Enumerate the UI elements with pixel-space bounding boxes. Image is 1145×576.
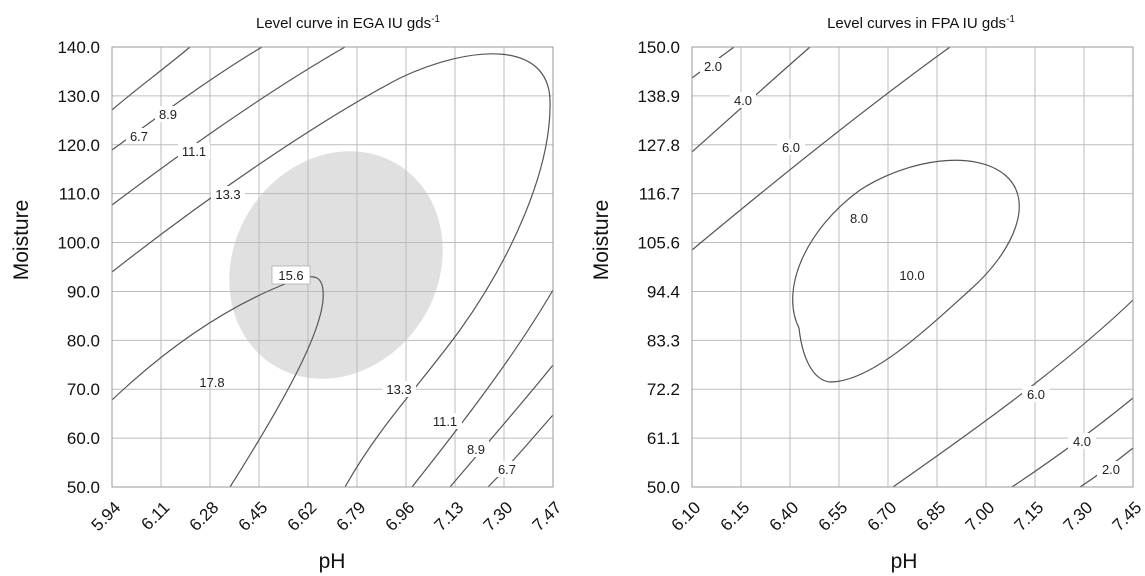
ega-contour-11.1-upper bbox=[111, 46, 346, 206]
fpa-label-6.0-upper: 6.0 bbox=[782, 140, 800, 155]
ega-x-tick-label: 6.96 bbox=[382, 498, 419, 535]
ega-x-tick-label: 5.94 bbox=[88, 498, 125, 535]
fpa-x-tick-label: 6.85 bbox=[913, 498, 950, 535]
ega-label-8.9-upper: 8.9 bbox=[159, 107, 177, 122]
ega-label-15.6: 15.6 bbox=[278, 268, 303, 283]
ega-y-tick-label: 60.0 bbox=[67, 429, 100, 448]
ega-contour-labels: 6.7 8.9 11.1 13.3 15.6 17.8 13.3 11.1 8.… bbox=[126, 106, 520, 477]
fpa-y-tick-label: 61.1 bbox=[647, 429, 680, 448]
ega-y-tick-label: 50.0 bbox=[67, 478, 100, 497]
fpa-x-tick-label: 7.15 bbox=[1011, 498, 1048, 535]
fpa-frame bbox=[691, 46, 1134, 488]
fpa-grid bbox=[692, 47, 1133, 487]
ega-y-tick-label: 120.0 bbox=[57, 136, 100, 155]
ega-x-tick-label: 6.62 bbox=[284, 498, 321, 535]
fpa-x-tick-label: 6.40 bbox=[766, 498, 803, 535]
ega-x-tick-label: 6.45 bbox=[235, 498, 272, 535]
fpa-y-tick-label: 116.7 bbox=[639, 185, 680, 204]
ega-plot-area: 6.7 8.9 11.1 13.3 15.6 17.8 13.3 11.1 8.… bbox=[111, 46, 554, 488]
ega-contour-13.3-upper bbox=[111, 53, 551, 488]
ega-label-13.3-lower: 13.3 bbox=[386, 382, 411, 397]
ega-shaded-region bbox=[229, 151, 443, 379]
ega-x-axis-label: pH bbox=[319, 550, 346, 573]
fpa-x-tick-label: 6.70 bbox=[864, 498, 901, 535]
ega-label-11.1-lower: 11.1 bbox=[433, 414, 457, 429]
fpa-x-tick-label: 6.55 bbox=[815, 498, 852, 535]
ega-contour-11.1-lower bbox=[411, 289, 554, 488]
fpa-x-tick-label: 7.45 bbox=[1109, 498, 1145, 535]
ega-y-tick-label: 130.0 bbox=[57, 87, 100, 106]
fpa-title: Level curves in FPA IU gds-1 bbox=[827, 14, 1015, 32]
ega-label-13.3-upper: 13.3 bbox=[215, 187, 240, 202]
fpa-contour-6.0-lower bbox=[892, 299, 1134, 488]
fpa-panel: Level curves in FPA IU gds-1 2.0 4.0 6.0 bbox=[590, 14, 1145, 573]
ega-y-tick-label: 90.0 bbox=[67, 282, 100, 301]
ega-contour-6.7-upper bbox=[111, 46, 191, 111]
ega-x-tick-label: 6.28 bbox=[186, 498, 223, 535]
ega-x-tick-label: 7.47 bbox=[529, 498, 566, 535]
ega-contour-8.9-lower bbox=[449, 364, 554, 488]
fpa-y-tick-label: 83.3 bbox=[647, 331, 680, 350]
ega-x-tick-label: 7.13 bbox=[431, 498, 468, 535]
ega-label-11.1-upper: 11.1 bbox=[182, 144, 206, 159]
fpa-label-2.0-upper: 2.0 bbox=[704, 59, 722, 74]
ega-label-8.9-lower: 8.9 bbox=[467, 442, 485, 457]
fpa-y-tick-label: 138.9 bbox=[637, 87, 680, 106]
fpa-y-tick-label: 105.6 bbox=[637, 234, 680, 253]
ega-title: Level curve in EGA IU gds-1 bbox=[256, 14, 440, 32]
fpa-y-axis-label: Moisture bbox=[590, 200, 613, 281]
fpa-contours bbox=[691, 46, 1134, 488]
fpa-plot-area: 2.0 4.0 6.0 8.0 10.0 6.0 4.0 2.0 bbox=[691, 46, 1134, 488]
ega-x-ticks: 5.94 6.11 6.28 6.45 6.62 6.79 6.96 7.13 7.30 7.47 bbox=[88, 498, 566, 535]
ega-y-tick-label: 110.0 bbox=[59, 185, 100, 204]
fpa-x-tick-label: 7.30 bbox=[1060, 498, 1097, 535]
ega-label-6.7-upper: 6.7 bbox=[130, 129, 148, 144]
ega-label-17.8: 17.8 bbox=[199, 375, 224, 390]
fpa-label-6.0-lower: 6.0 bbox=[1027, 387, 1045, 402]
fpa-x-ticks: 6.10 6.15 6.40 6.55 6.70 6.85 7.00 7.15 7.30 7.45 bbox=[668, 498, 1145, 535]
fpa-contour-labels: 2.0 4.0 6.0 8.0 10.0 6.0 4.0 2.0 bbox=[700, 58, 1125, 477]
ega-panel: Level curve in EGA IU gds-1 6.7 8.9 bbox=[10, 14, 565, 573]
ega-grid bbox=[112, 47, 553, 487]
fpa-label-2.0-lower: 2.0 bbox=[1102, 462, 1120, 477]
ega-contour-6.7-lower bbox=[487, 414, 554, 488]
fpa-label-4.0-lower: 4.0 bbox=[1073, 434, 1091, 449]
fpa-label-10.0: 10.0 bbox=[899, 268, 924, 283]
ega-y-tick-label: 100.0 bbox=[57, 234, 100, 253]
fpa-x-axis-label: pH bbox=[891, 550, 918, 573]
fpa-x-tick-label: 6.15 bbox=[717, 498, 754, 535]
fpa-y-tick-label: 72.2 bbox=[647, 380, 680, 399]
fpa-contour-8.0 bbox=[792, 159, 1020, 383]
fpa-label-8.0: 8.0 bbox=[850, 211, 868, 226]
ega-y-axis-label: Moisture bbox=[10, 200, 33, 281]
ega-x-tick-label: 6.11 bbox=[138, 498, 174, 534]
ega-y-ticks: 50.0 60.0 70.0 80.0 90.0 100.0 110.0 120.0 130.0… bbox=[57, 38, 100, 497]
ega-x-tick-label: 6.79 bbox=[333, 498, 370, 535]
fpa-x-tick-label: 6.10 bbox=[668, 498, 705, 535]
fpa-y-tick-label: 150.0 bbox=[637, 38, 680, 57]
ega-x-tick-label: 7.30 bbox=[480, 498, 517, 535]
ega-y-tick-label: 140.0 bbox=[57, 38, 100, 57]
fpa-plot-background bbox=[692, 47, 1133, 487]
fpa-y-ticks: 50.0 61.1 72.2 83.3 94.4 105.6 116.7 127.8 138.9… bbox=[637, 38, 680, 497]
ega-contour-15.6 bbox=[111, 276, 324, 488]
fpa-y-tick-label: 94.4 bbox=[647, 282, 680, 301]
fpa-y-tick-label: 127.8 bbox=[637, 136, 680, 155]
ega-y-tick-label: 80.0 bbox=[67, 331, 100, 350]
fpa-label-4.0-upper: 4.0 bbox=[734, 93, 752, 108]
fpa-y-tick-label: 50.0 bbox=[647, 478, 680, 497]
fpa-contour-6.0-upper bbox=[691, 46, 951, 251]
ega-y-tick-label: 70.0 bbox=[67, 380, 100, 399]
ega-frame bbox=[111, 46, 554, 488]
ega-label-6.7-lower: 6.7 bbox=[498, 462, 516, 477]
fpa-x-tick-label: 7.00 bbox=[962, 498, 999, 535]
